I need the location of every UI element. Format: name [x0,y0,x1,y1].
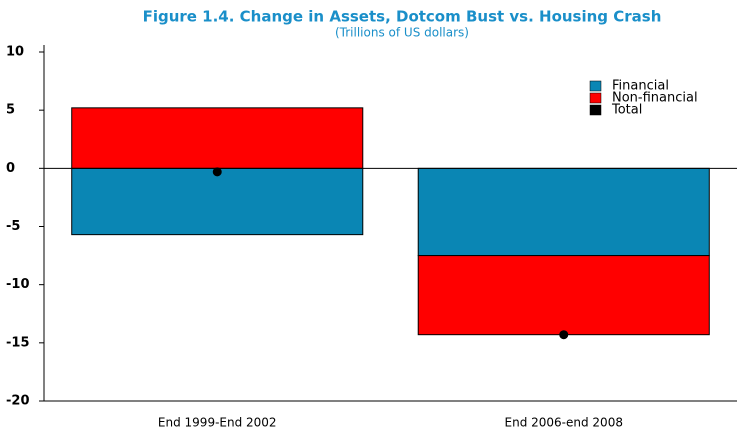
legend-label: Non-financial [612,91,698,106]
bar-segment [417,255,710,336]
y-tick-label: -15 [6,335,30,350]
y-tick-label: -20 [6,394,30,409]
y-tick-label: 10 [6,45,24,60]
bar-segment [417,167,710,257]
chart-title: Figure 1.4. Change in Assets, Dotcom Bus… [143,8,662,26]
y-tick-label: -10 [6,277,30,292]
y-tick-label: 5 [6,103,15,118]
legend-swatch [589,104,602,116]
y-tick-label: -5 [6,219,20,234]
legend-label: Financial [612,79,669,94]
y-tick-label: 0 [6,161,15,176]
total-dot [559,330,569,340]
bar-segment [71,107,364,169]
x-tick-label: End 1999-End 2002 [158,416,277,430]
x-tick-label: End 2006-end 2008 [505,416,623,430]
legend-swatch [589,92,602,104]
bar-segment [71,167,364,236]
chart-subtitle: (Trillions of US dollars) [335,26,469,40]
total-dot [212,167,222,177]
legend-swatch [589,80,602,92]
legend-label: Total [611,103,642,118]
